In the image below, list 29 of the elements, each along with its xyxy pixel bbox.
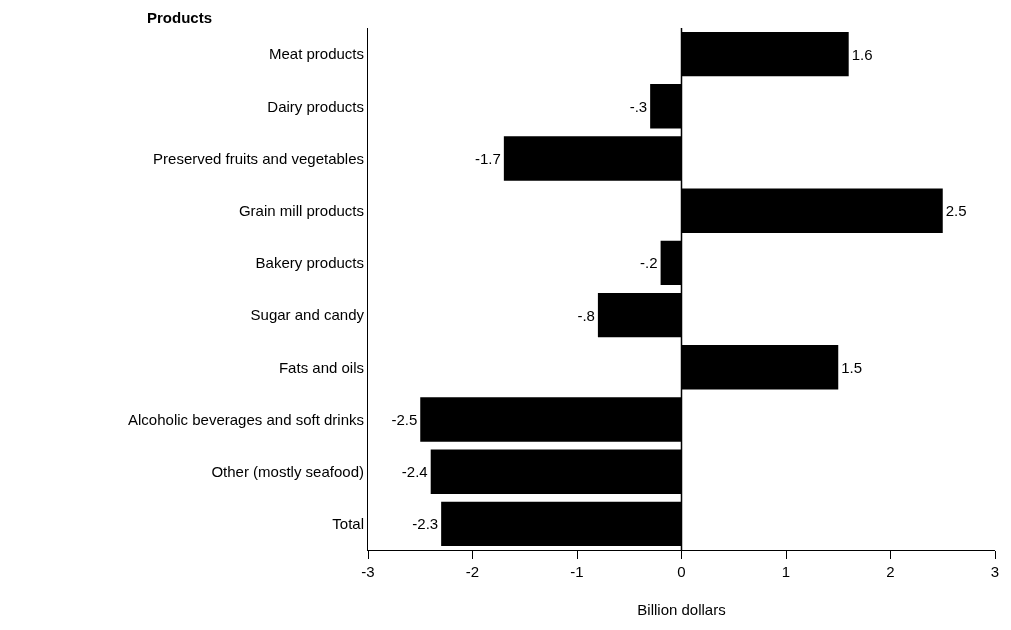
data-label: -.3: [629, 97, 648, 115]
data-label: -2.3: [412, 515, 439, 533]
y-tick-label: Sugar and candy: [250, 306, 365, 324]
y-axis-title: Products: [147, 9, 213, 26]
x-tick-label: -3: [361, 563, 375, 580]
y-tick-label: Other (mostly seafood): [211, 462, 364, 480]
data-label: 2.5: [945, 202, 967, 220]
x-tick-label: 2: [886, 563, 895, 580]
x-tick-label: -2: [465, 563, 480, 580]
x-axis-title: Billion dollars: [637, 601, 726, 618]
y-tick-label: Alcoholic beverages and soft drinks: [128, 410, 364, 428]
x-tick-label: -1: [570, 563, 584, 580]
data-label: -2.4: [401, 463, 428, 481]
y-tick-label: Preserved fruits and vegetables: [153, 149, 364, 167]
data-label: 1.5: [841, 358, 863, 376]
y-tick-label: Grain mill products: [238, 201, 364, 219]
data-label: -2.5: [391, 411, 418, 429]
data-label: -1.7: [474, 150, 501, 168]
x-tick-label: 0: [677, 563, 686, 580]
x-tick-label: 3: [990, 563, 1000, 580]
x-tick-label: 1: [781, 563, 791, 580]
data-label: -.8: [577, 306, 595, 324]
data-label: -.2: [640, 254, 658, 272]
y-tick-label: Fats and oils: [278, 358, 364, 376]
y-tick-label: Dairy products: [267, 97, 364, 115]
y-tick-label: Meat products: [268, 45, 364, 63]
data-label: 1.6: [851, 45, 873, 63]
y-tick-label: Total: [332, 515, 364, 533]
y-tick-label: Bakery products: [255, 254, 364, 272]
